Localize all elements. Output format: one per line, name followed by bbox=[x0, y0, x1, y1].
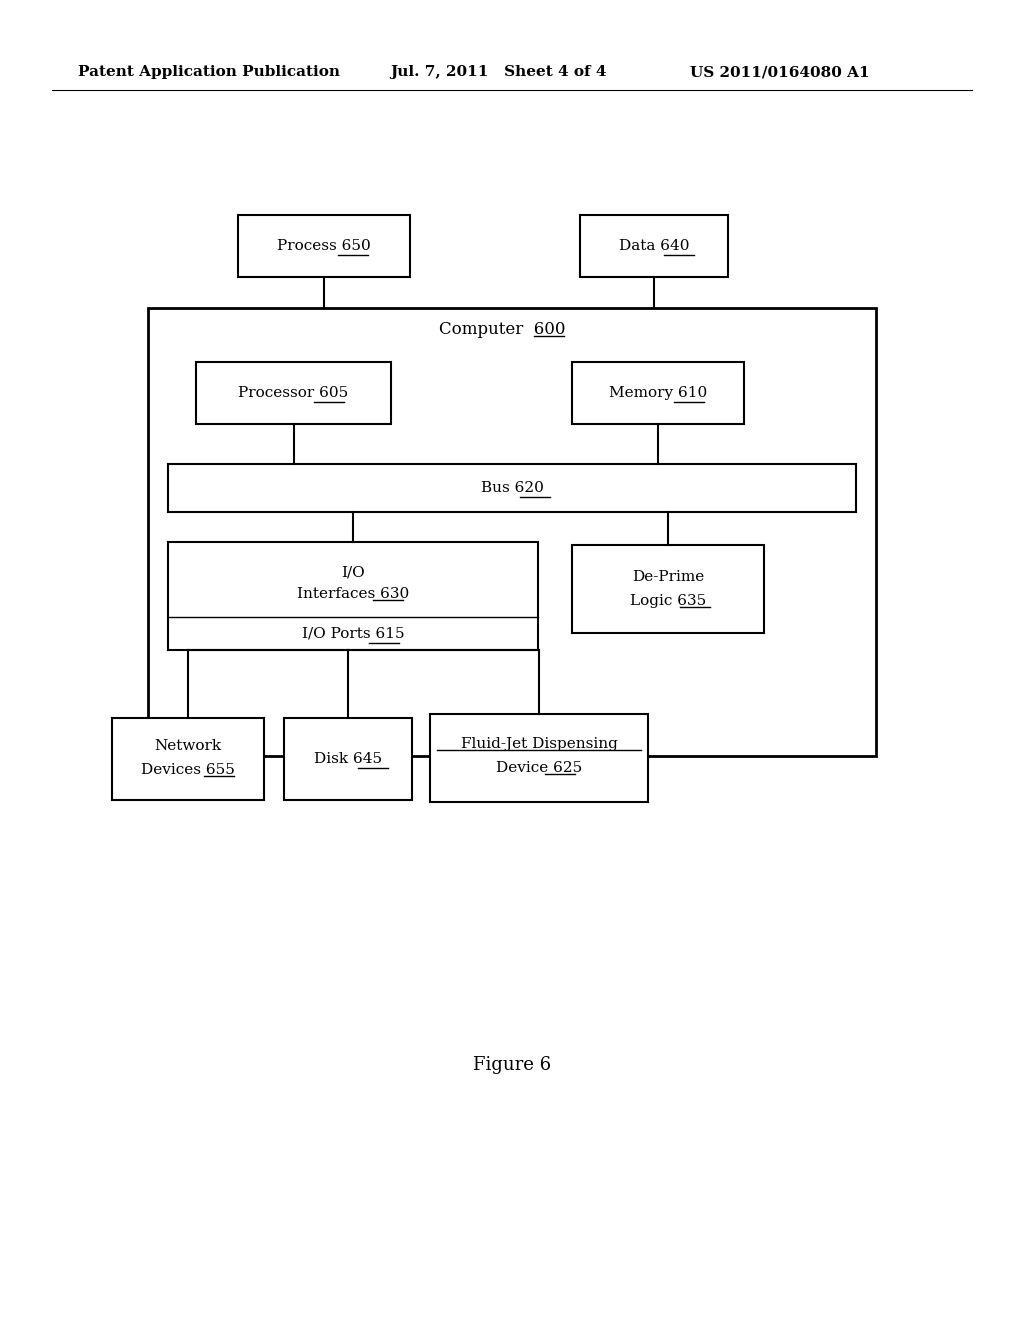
Bar bbox=[148, 308, 876, 756]
Text: Process 650: Process 650 bbox=[278, 239, 371, 253]
Bar bbox=[112, 718, 264, 800]
Bar bbox=[284, 718, 412, 800]
Bar bbox=[196, 362, 391, 424]
Bar bbox=[572, 545, 764, 634]
Text: Network: Network bbox=[155, 739, 221, 752]
Bar bbox=[168, 465, 856, 512]
Text: Logic 635: Logic 635 bbox=[630, 594, 707, 609]
Text: I/O Ports 615: I/O Ports 615 bbox=[302, 627, 404, 640]
Bar bbox=[580, 215, 728, 277]
Text: Jul. 7, 2011   Sheet 4 of 4: Jul. 7, 2011 Sheet 4 of 4 bbox=[390, 65, 606, 79]
Text: Interfaces 630: Interfaces 630 bbox=[297, 587, 410, 601]
Bar bbox=[238, 215, 410, 277]
Text: Bus 620: Bus 620 bbox=[480, 480, 544, 495]
Text: US 2011/0164080 A1: US 2011/0164080 A1 bbox=[690, 65, 869, 79]
Text: Memory 610: Memory 610 bbox=[609, 385, 708, 400]
Text: Data 640: Data 640 bbox=[618, 239, 689, 253]
Bar bbox=[572, 362, 744, 424]
Text: De-Prime: De-Prime bbox=[632, 570, 705, 583]
Bar bbox=[430, 714, 648, 803]
Text: Processor 605: Processor 605 bbox=[239, 385, 348, 400]
Text: I/O: I/O bbox=[341, 565, 365, 579]
Text: Disk 645: Disk 645 bbox=[314, 752, 382, 766]
Text: Figure 6: Figure 6 bbox=[473, 1056, 551, 1074]
Text: Computer  600: Computer 600 bbox=[438, 322, 565, 338]
Text: Device 625: Device 625 bbox=[496, 762, 582, 775]
Bar bbox=[168, 543, 538, 649]
Text: Patent Application Publication: Patent Application Publication bbox=[78, 65, 340, 79]
Text: Devices 655: Devices 655 bbox=[141, 763, 234, 777]
Text: Fluid-Jet Dispensing: Fluid-Jet Dispensing bbox=[461, 737, 617, 751]
